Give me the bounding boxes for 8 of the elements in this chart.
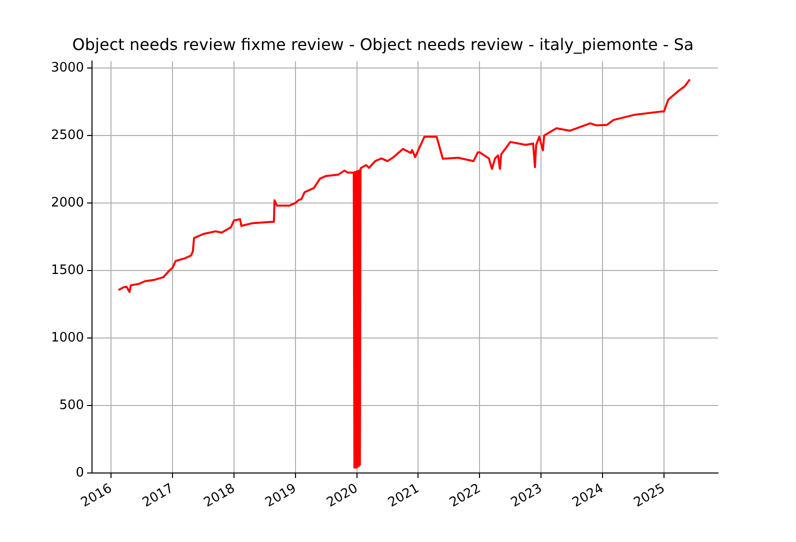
y-tick-label: 1000: [50, 330, 84, 346]
y-tick-label: 0: [76, 465, 84, 480]
chart-title: Object needs review fixme review - Object needs review - italy_piemonte - Sa: [72, 34, 694, 54]
y-tick-label: 1500: [50, 262, 84, 278]
y-tick-label: 2500: [50, 128, 84, 143]
y-tick-label: 500: [59, 398, 84, 413]
y-tick-label: 3000: [50, 60, 84, 76]
y-tick-label: 2000: [50, 195, 84, 210]
